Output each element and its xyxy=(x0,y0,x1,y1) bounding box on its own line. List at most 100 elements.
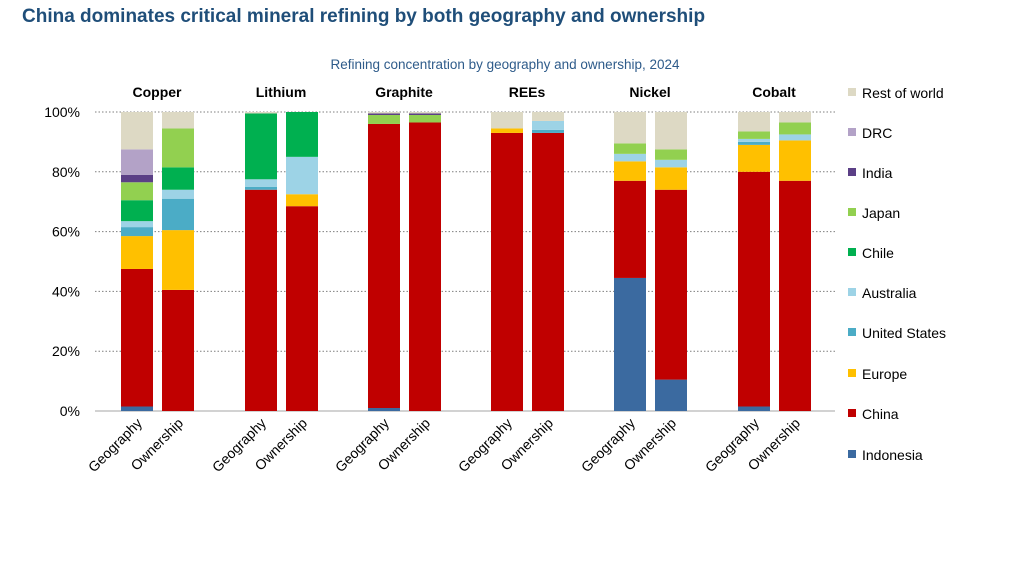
bar-segment-rees-geography-rest-of-world xyxy=(491,112,523,129)
bar-segment-cobalt-geography-europe xyxy=(738,144,770,172)
legend-label: Rest of world xyxy=(862,85,944,101)
group-label: Cobalt xyxy=(752,84,796,100)
legend-label: China xyxy=(862,406,899,422)
bar-segment-cobalt-geography-japan xyxy=(738,131,770,139)
legend-label: India xyxy=(862,165,893,181)
bar-segment-rees-ownership-united-states xyxy=(532,129,564,133)
bar-segment-copper-ownership-rest-of-world xyxy=(162,112,194,129)
bar-segment-copper-geography-japan xyxy=(121,182,153,201)
legend-label: Indonesia xyxy=(862,447,923,463)
bar-segment-cobalt-geography-china xyxy=(738,171,770,407)
bar-segment-rees-geography-china xyxy=(491,132,523,411)
bar-segment-nickel-geography-australia xyxy=(614,153,646,162)
legend-label: Australia xyxy=(862,285,917,301)
bar-segment-nickel-geography-china xyxy=(614,180,646,278)
chart-subtitle: Refining concentration by geography and … xyxy=(330,57,680,72)
group-label: Nickel xyxy=(629,84,670,100)
bar-segment-rees-ownership-australia xyxy=(532,120,564,130)
bar-segment-lithium-geography-rest-of-world xyxy=(245,112,277,114)
legend-label: Japan xyxy=(862,205,901,221)
legend-item-australia: Australia xyxy=(848,284,992,302)
group-label: Lithium xyxy=(256,84,307,100)
legend-item-india: India xyxy=(848,164,992,182)
legend-swatch xyxy=(848,328,856,336)
y-tick-label: 40% xyxy=(52,283,80,299)
bar-segment-lithium-geography-china xyxy=(245,189,277,411)
bar-segment-copper-geography-indonesia xyxy=(121,406,153,411)
bar-segment-copper-geography-rest-of-world xyxy=(121,112,153,150)
group-label: REEs xyxy=(509,84,546,100)
bar-segment-cobalt-ownership-europe xyxy=(779,140,811,181)
bar-segment-graphite-geography-china xyxy=(368,123,400,409)
bar-segment-copper-ownership-chile xyxy=(162,167,194,190)
legend-swatch xyxy=(848,248,856,256)
bar-segment-nickel-geography-rest-of-world xyxy=(614,112,646,144)
bar-segment-nickel-geography-japan xyxy=(614,143,646,154)
legend-item-drc: DRC xyxy=(848,124,992,142)
legend-swatch xyxy=(848,369,856,377)
bar-segment-nickel-ownership-japan xyxy=(655,149,687,160)
legend-label: United States xyxy=(862,325,947,341)
legend-item-rest-of-world: Rest of world xyxy=(848,84,992,102)
bar-segment-graphite-ownership-japan xyxy=(409,114,441,123)
bar-segment-lithium-ownership-china xyxy=(286,206,318,411)
bar-segment-copper-ownership-china xyxy=(162,289,194,411)
bar-segment-graphite-ownership-rest-of-world xyxy=(409,112,441,114)
legend-item-chile: Chile xyxy=(848,244,992,262)
y-tick-label: 100% xyxy=(44,104,80,120)
bar-segment-cobalt-geography-australia xyxy=(738,138,770,142)
bar-segment-copper-geography-china xyxy=(121,268,153,407)
bar-segment-cobalt-ownership-japan xyxy=(779,122,811,135)
bar-segment-cobalt-ownership-rest-of-world xyxy=(779,112,811,123)
bar-segment-lithium-ownership-australia xyxy=(286,156,318,195)
bar-segment-nickel-geography-europe xyxy=(614,161,646,181)
bar-segment-graphite-geography-japan xyxy=(368,114,400,124)
legend-swatch xyxy=(848,450,856,458)
y-tick-label: 0% xyxy=(60,403,80,419)
legend-label: DRC xyxy=(862,125,893,141)
legend-label: Europe xyxy=(862,366,908,382)
legend-item-europe: Europe xyxy=(848,365,992,383)
bar-segment-graphite-geography-india xyxy=(368,113,400,115)
legend-item-indonesia: Indonesia xyxy=(848,446,992,464)
bar-segment-cobalt-ownership-china xyxy=(779,180,811,411)
bar-segment-copper-geography-india xyxy=(121,174,153,183)
bar-segment-copper-geography-chile xyxy=(121,200,153,222)
group-label: Graphite xyxy=(375,84,433,100)
bar-segment-graphite-ownership-india xyxy=(409,113,441,115)
legend-label: Chile xyxy=(862,245,894,261)
bar-segment-copper-ownership-europe xyxy=(162,230,194,290)
bar-segment-graphite-geography-rest-of-world xyxy=(368,112,400,114)
chart-title: China dominates critical mineral refinin… xyxy=(22,6,706,27)
bar-segment-rees-ownership-rest-of-world xyxy=(532,112,564,121)
bar-segment-lithium-geography-united-states xyxy=(245,186,277,190)
y-tick-label: 20% xyxy=(52,343,80,359)
bar-segment-nickel-ownership-rest-of-world xyxy=(655,112,687,150)
legend-swatch xyxy=(848,128,856,136)
bar-segment-cobalt-geography-indonesia xyxy=(738,406,770,411)
bar-segment-copper-geography-europe xyxy=(121,236,153,269)
y-tick-label: 60% xyxy=(52,224,80,240)
bar-segment-copper-geography-united-states xyxy=(121,227,153,237)
bar-segment-cobalt-geography-united-states xyxy=(738,141,770,145)
legend-swatch xyxy=(848,208,856,216)
bar-segment-lithium-geography-australia xyxy=(245,179,277,187)
bar-segment-nickel-ownership-australia xyxy=(655,159,687,168)
bar-segment-copper-geography-drc xyxy=(121,149,153,175)
legend-swatch xyxy=(848,288,856,296)
bar-segment-nickel-ownership-europe xyxy=(655,167,687,190)
bar-segment-nickel-geography-indonesia xyxy=(614,277,646,411)
bar-segment-graphite-ownership-china xyxy=(409,122,441,411)
bar-segment-copper-geography-australia xyxy=(121,221,153,228)
bar-segment-rees-geography-europe xyxy=(491,128,523,133)
bar-segment-nickel-ownership-china xyxy=(655,189,687,380)
legend-item-japan: Japan xyxy=(848,204,992,222)
y-tick-label: 80% xyxy=(52,164,80,180)
bar-segment-graphite-geography-indonesia xyxy=(368,408,400,411)
legend-item-china: China xyxy=(848,405,992,423)
legend-item-united-states: United States xyxy=(848,324,992,342)
legend-swatch xyxy=(848,409,856,417)
bar-segment-lithium-ownership-europe xyxy=(286,194,318,207)
bar-segment-rees-ownership-china xyxy=(532,132,564,411)
bar-segment-lithium-ownership-chile xyxy=(286,112,318,157)
